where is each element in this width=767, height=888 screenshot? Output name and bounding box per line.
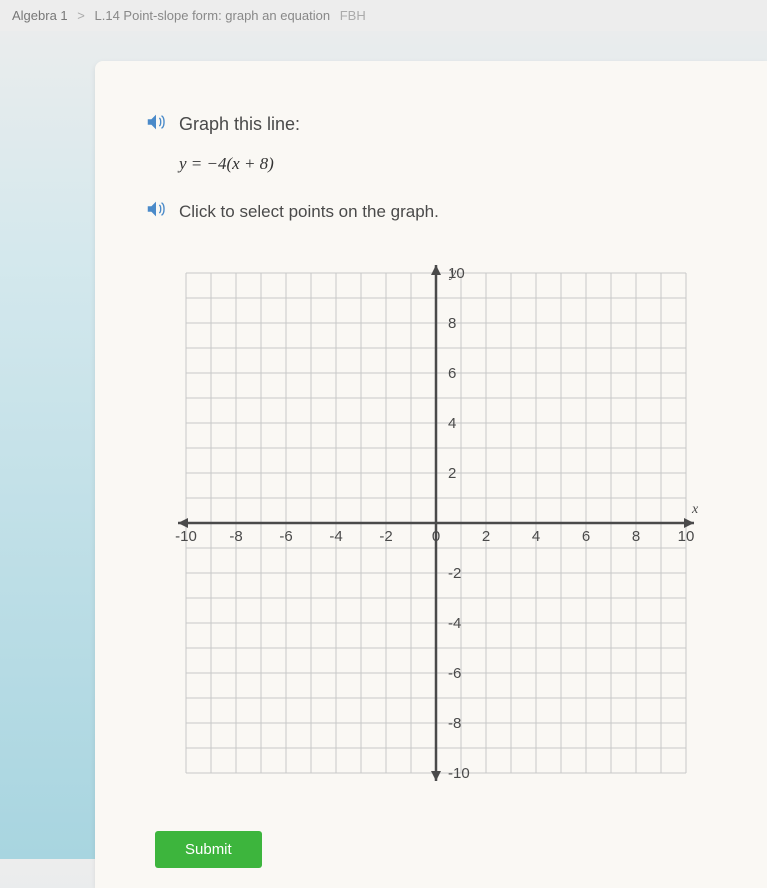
svg-text:8: 8 [448,315,456,332]
svg-text:-10: -10 [448,765,470,782]
instruction-text: Click to select points on the graph. [179,202,439,222]
breadcrumb: Algebra 1 > L.14 Point-slope form: graph… [0,0,767,31]
svg-text:x: x [691,502,699,517]
coordinate-graph[interactable]: -10-8-6-4-20246810-10-8-6-4-2246810xy [166,253,706,793]
speaker-icon[interactable] [145,111,167,138]
svg-text:-2: -2 [379,528,392,545]
svg-text:-4: -4 [329,528,342,545]
svg-text:-4: -4 [448,615,461,632]
svg-text:4: 4 [532,528,540,545]
prompt-text: Graph this line: [179,114,300,135]
instruction-row: Click to select points on the graph. [145,198,727,225]
svg-text:10: 10 [678,528,695,545]
svg-text:-10: -10 [175,528,197,545]
breadcrumb-lesson[interactable]: L.14 Point-slope form: graph an equation [95,8,331,23]
problem-card: Graph this line: y = −4(x + 8) Click to … [95,61,767,888]
svg-text:8: 8 [632,528,640,545]
equation: y = −4(x + 8) [179,154,727,174]
prompt-row: Graph this line: [145,111,727,138]
svg-text:-6: -6 [279,528,292,545]
svg-text:-6: -6 [448,665,461,682]
svg-text:6: 6 [448,365,456,382]
svg-text:4: 4 [448,415,456,432]
graph-container: -10-8-6-4-20246810-10-8-6-4-2246810xy [145,253,727,793]
svg-text:2: 2 [482,528,490,545]
svg-text:-8: -8 [448,715,461,732]
svg-text:-8: -8 [229,528,242,545]
svg-text:y: y [448,266,457,281]
speaker-icon[interactable] [145,198,167,225]
submit-button[interactable]: Submit [155,831,262,868]
breadcrumb-course[interactable]: Algebra 1 [12,8,68,23]
breadcrumb-separator: > [77,8,85,23]
svg-text:-2: -2 [448,565,461,582]
svg-text:0: 0 [432,528,440,545]
svg-text:6: 6 [582,528,590,545]
svg-text:2: 2 [448,465,456,482]
breadcrumb-code: FBH [340,8,366,23]
